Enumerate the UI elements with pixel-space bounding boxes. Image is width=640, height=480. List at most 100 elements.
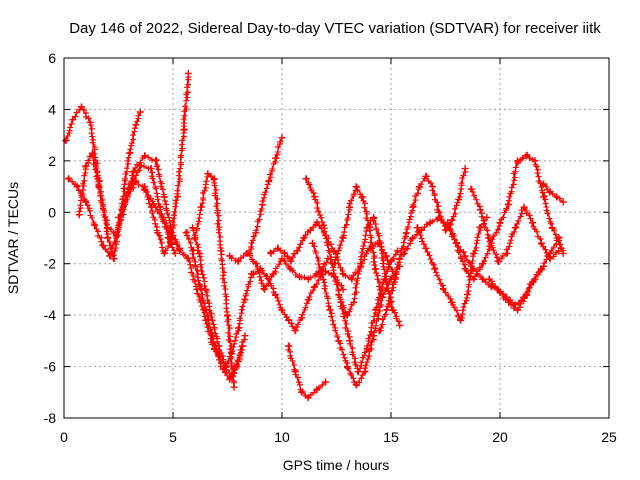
data-point <box>241 296 249 304</box>
data-point <box>383 280 391 288</box>
data-point <box>322 378 330 386</box>
data-point <box>173 193 181 201</box>
series-sat-k <box>249 255 332 335</box>
data-point <box>245 249 253 257</box>
data-point <box>252 260 260 268</box>
data-point <box>559 198 567 206</box>
series-markers <box>285 343 326 402</box>
data-point <box>396 321 404 329</box>
data-point <box>413 224 421 232</box>
y-tick-label: -8 <box>44 410 57 426</box>
data-point <box>415 183 423 191</box>
data-point <box>224 311 231 319</box>
data-point <box>258 201 266 209</box>
data-point <box>346 337 354 345</box>
data-point <box>217 247 225 255</box>
data-point <box>304 296 312 304</box>
data-point <box>88 149 96 157</box>
data-point <box>444 219 452 227</box>
data-point <box>106 252 114 260</box>
x-tick-label: 5 <box>169 429 177 445</box>
data-point <box>167 229 175 237</box>
series-sat-x <box>540 180 567 206</box>
data-point <box>426 219 434 227</box>
data-point <box>448 216 456 224</box>
data-point <box>123 193 131 201</box>
data-point <box>376 327 384 335</box>
data-point <box>428 183 436 191</box>
data-point <box>354 368 362 376</box>
data-point <box>226 252 234 260</box>
data-point <box>287 257 295 265</box>
data-point <box>343 363 351 371</box>
data-point <box>520 203 528 211</box>
data-point <box>352 381 360 389</box>
data-point <box>304 393 312 401</box>
data-point <box>452 239 460 247</box>
data-point <box>302 175 310 183</box>
data-point <box>330 260 338 268</box>
data-point <box>520 293 528 301</box>
data-point <box>372 306 380 314</box>
y-tick-label: -2 <box>44 256 57 272</box>
chart-title: Day 146 of 2022, Sidereal Day-to-day VTE… <box>69 20 601 37</box>
data-point <box>359 193 367 201</box>
data-point <box>267 249 275 257</box>
data-point <box>505 201 513 209</box>
series-sat-u <box>444 151 565 283</box>
data-point <box>69 116 77 124</box>
data-point <box>300 234 308 242</box>
data-point <box>431 265 439 273</box>
data-point <box>324 255 332 263</box>
data-point <box>339 234 347 242</box>
data-point <box>311 193 319 201</box>
data-point <box>104 224 112 232</box>
data-point <box>319 221 327 229</box>
data-point <box>130 167 138 175</box>
series-sat-v <box>467 185 563 265</box>
data-point <box>559 249 567 257</box>
data-point <box>356 260 364 268</box>
data-point <box>352 183 360 191</box>
data-point <box>461 265 469 273</box>
data-point <box>184 69 192 77</box>
data-point <box>350 298 358 306</box>
data-point <box>537 239 545 247</box>
data-point <box>298 314 306 322</box>
data-point <box>271 291 279 299</box>
data-point <box>370 213 378 221</box>
data-point <box>394 247 402 255</box>
data-point <box>215 342 223 350</box>
series-sat-n <box>302 175 402 376</box>
data-point <box>370 332 378 340</box>
data-point <box>263 273 271 281</box>
series-sat-c <box>75 149 184 252</box>
data-point <box>496 219 504 227</box>
data-point <box>75 211 83 219</box>
data-point <box>468 185 476 193</box>
data-point <box>555 234 563 242</box>
data-point <box>346 203 354 211</box>
data-point <box>291 327 299 335</box>
data-point <box>110 255 118 263</box>
data-point <box>372 265 380 273</box>
data-point <box>540 180 548 188</box>
data-point <box>160 249 168 257</box>
data-point <box>335 291 343 299</box>
data-point <box>513 157 521 165</box>
series-sat-r <box>376 165 469 335</box>
data-point <box>132 121 140 129</box>
data-point <box>476 206 484 214</box>
data-point <box>234 257 242 265</box>
data-point <box>269 270 277 278</box>
data-point <box>503 249 511 257</box>
series-sat-h <box>191 170 238 391</box>
data-point <box>448 298 456 306</box>
data-point <box>230 383 238 391</box>
data-point <box>197 203 205 211</box>
data-point <box>409 203 417 211</box>
data-point <box>309 239 317 247</box>
data-point <box>99 242 107 250</box>
data-point <box>256 265 264 273</box>
data-point <box>409 234 417 242</box>
